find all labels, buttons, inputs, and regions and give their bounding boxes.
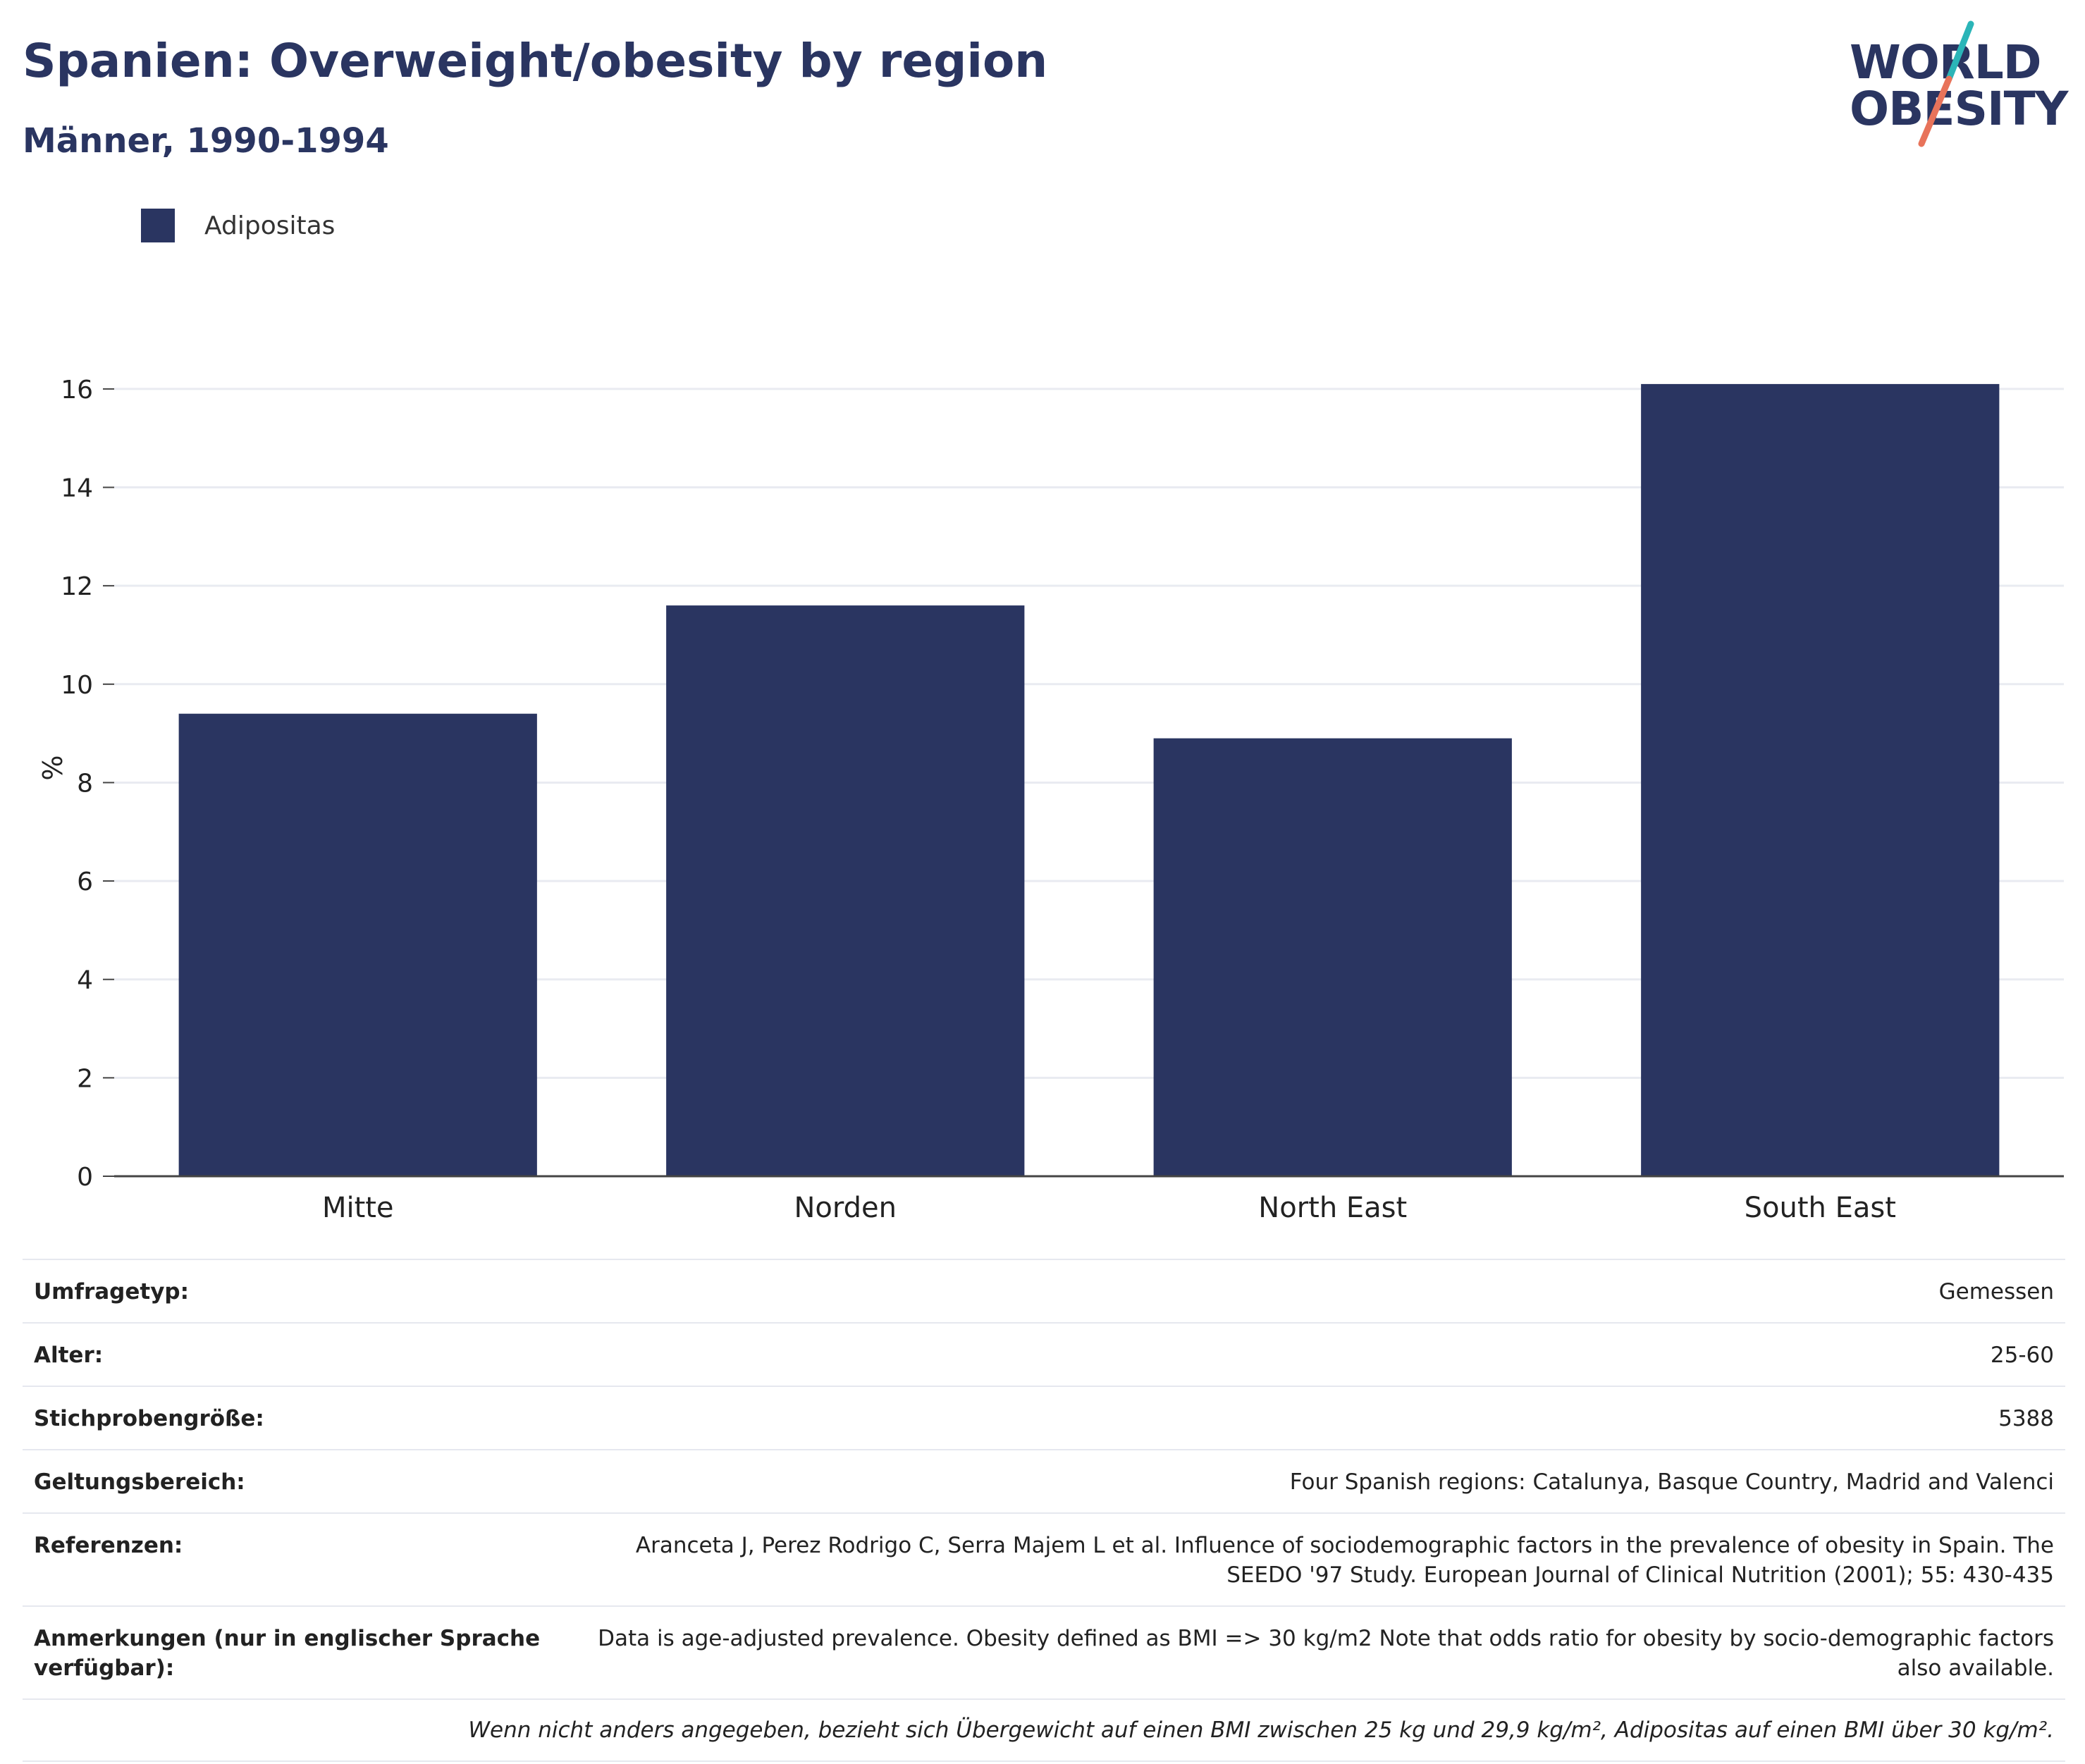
chart-title: Spanien: Overweight/obesity by region: [23, 34, 1048, 88]
info-value: Data is age-adjusted prevalence. Obesity…: [598, 1626, 2054, 1681]
info-key: Anmerkungen (nur in englischer Sprache v…: [34, 1626, 541, 1681]
x-tick-label: Norden: [794, 1192, 897, 1224]
y-tick-label: 14: [61, 474, 93, 503]
y-tick-label: 12: [61, 572, 93, 601]
world-obesity-logo[interactable]: WORLD OBESITY: [1833, 18, 2072, 152]
y-tick-label: 4: [77, 966, 93, 995]
info-key: Geltungsbereich:: [34, 1469, 245, 1495]
info-row-notes: Anmerkungen (nur in englischer Sprache v…: [23, 1605, 2065, 1698]
y-tick-label: 2: [77, 1064, 93, 1093]
info-key: Stichprobengröße:: [34, 1406, 264, 1431]
x-tick-label: South East: [1745, 1192, 1896, 1224]
info-value: Four Spanish regions: Catalunya, Basque …: [1289, 1469, 2054, 1495]
bar-south-east[interactable]: [1641, 383, 2000, 1176]
definition-footnote: Wenn nicht anders angegeben, bezieht sic…: [23, 1698, 2065, 1762]
legend-label: Adipositas: [204, 211, 336, 240]
bar-mitte[interactable]: [178, 713, 537, 1176]
y-tick-label: 0: [77, 1163, 93, 1192]
logo-text-obesity: OBESITY: [1850, 82, 2068, 136]
info-row-age: Alter: 25-60: [23, 1322, 2065, 1386]
info-value: Gemessen: [1938, 1279, 2054, 1305]
chart-subtitle: Männer, 1990-1994: [23, 121, 389, 161]
info-row-coverage: Geltungsbereich: Four Spanish regions: C…: [23, 1449, 2065, 1512]
y-tick-label: 10: [61, 671, 93, 700]
logo-text-world: WORLD: [1850, 35, 2042, 90]
logo-slash-icon: [1918, 20, 1974, 147]
bar-north-east[interactable]: [1153, 738, 1512, 1176]
x-axis-ticks: Mitte Norden North East South East: [322, 1192, 1896, 1224]
y-axis-label: %: [36, 755, 67, 780]
legend-swatch: [141, 209, 175, 242]
y-tick-label: 8: [77, 769, 93, 798]
info-row-sample-size: Stichprobengröße: 5388: [23, 1386, 2065, 1449]
bar-norden[interactable]: [666, 605, 1025, 1176]
info-row-survey-type: Umfragetyp: Gemessen: [23, 1259, 2065, 1322]
x-tick-label: North East: [1258, 1192, 1407, 1224]
y-tick-label: 16: [61, 376, 93, 405]
y-axis-ticks: 0 2 4 6 8 10 12 14 16: [61, 376, 114, 1192]
x-tick-label: Mitte: [322, 1192, 394, 1224]
info-value: 25-60: [1990, 1343, 2054, 1368]
bars: [178, 383, 2000, 1176]
info-key: Alter:: [34, 1343, 104, 1368]
info-value: Aranceta J, Perez Rodrigo C, Serra Majem…: [635, 1533, 2054, 1588]
y-tick-label: 6: [77, 868, 93, 896]
info-row-references: Referenzen: Aranceta J, Perez Rodrigo C,…: [23, 1512, 2065, 1605]
bar-chart: 0 2 4 6 8 10 12 14 16 Mitte Norden North East South…: [36, 376, 2064, 1224]
info-value: 5388: [1998, 1406, 2054, 1431]
info-key: Referenzen:: [34, 1533, 183, 1558]
survey-info-table: Umfragetyp: Gemessen Alter: 25-60 Stichp…: [23, 1259, 2065, 1762]
info-key: Umfragetyp:: [34, 1279, 189, 1305]
